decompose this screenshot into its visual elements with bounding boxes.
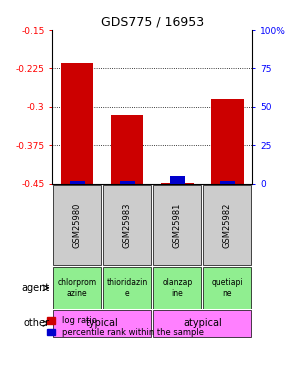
Bar <box>161 183 193 184</box>
Bar <box>211 99 244 184</box>
Text: atypical: atypical <box>183 318 222 328</box>
FancyBboxPatch shape <box>203 267 251 309</box>
Text: GSM25980: GSM25980 <box>73 202 82 248</box>
Text: other: other <box>23 318 49 328</box>
Bar <box>61 63 93 184</box>
FancyBboxPatch shape <box>153 267 201 309</box>
Text: chlorprom
azine: chlorprom azine <box>58 278 97 297</box>
FancyBboxPatch shape <box>203 184 251 266</box>
Bar <box>111 115 144 184</box>
Text: olanzap
ine: olanzap ine <box>162 278 192 297</box>
Text: thioridazin
e: thioridazin e <box>107 278 148 297</box>
Title: GDS775 / 16953: GDS775 / 16953 <box>101 16 204 29</box>
Text: quetiapi
ne: quetiapi ne <box>211 278 243 297</box>
Bar <box>220 181 235 184</box>
Text: agent: agent <box>21 283 49 293</box>
Text: typical: typical <box>86 318 119 328</box>
Bar <box>70 181 84 184</box>
Legend: log ratio, percentile rank within the sample: log ratio, percentile rank within the sa… <box>46 315 205 338</box>
FancyBboxPatch shape <box>103 267 151 309</box>
Text: GSM25981: GSM25981 <box>173 202 182 248</box>
Text: GSM25983: GSM25983 <box>123 202 132 248</box>
Text: GSM25982: GSM25982 <box>223 202 232 248</box>
Bar <box>120 181 135 184</box>
FancyBboxPatch shape <box>153 184 201 266</box>
FancyBboxPatch shape <box>53 267 101 309</box>
FancyBboxPatch shape <box>103 184 151 266</box>
FancyBboxPatch shape <box>53 310 151 337</box>
Bar <box>170 176 184 184</box>
FancyBboxPatch shape <box>53 184 101 266</box>
FancyBboxPatch shape <box>153 310 251 337</box>
